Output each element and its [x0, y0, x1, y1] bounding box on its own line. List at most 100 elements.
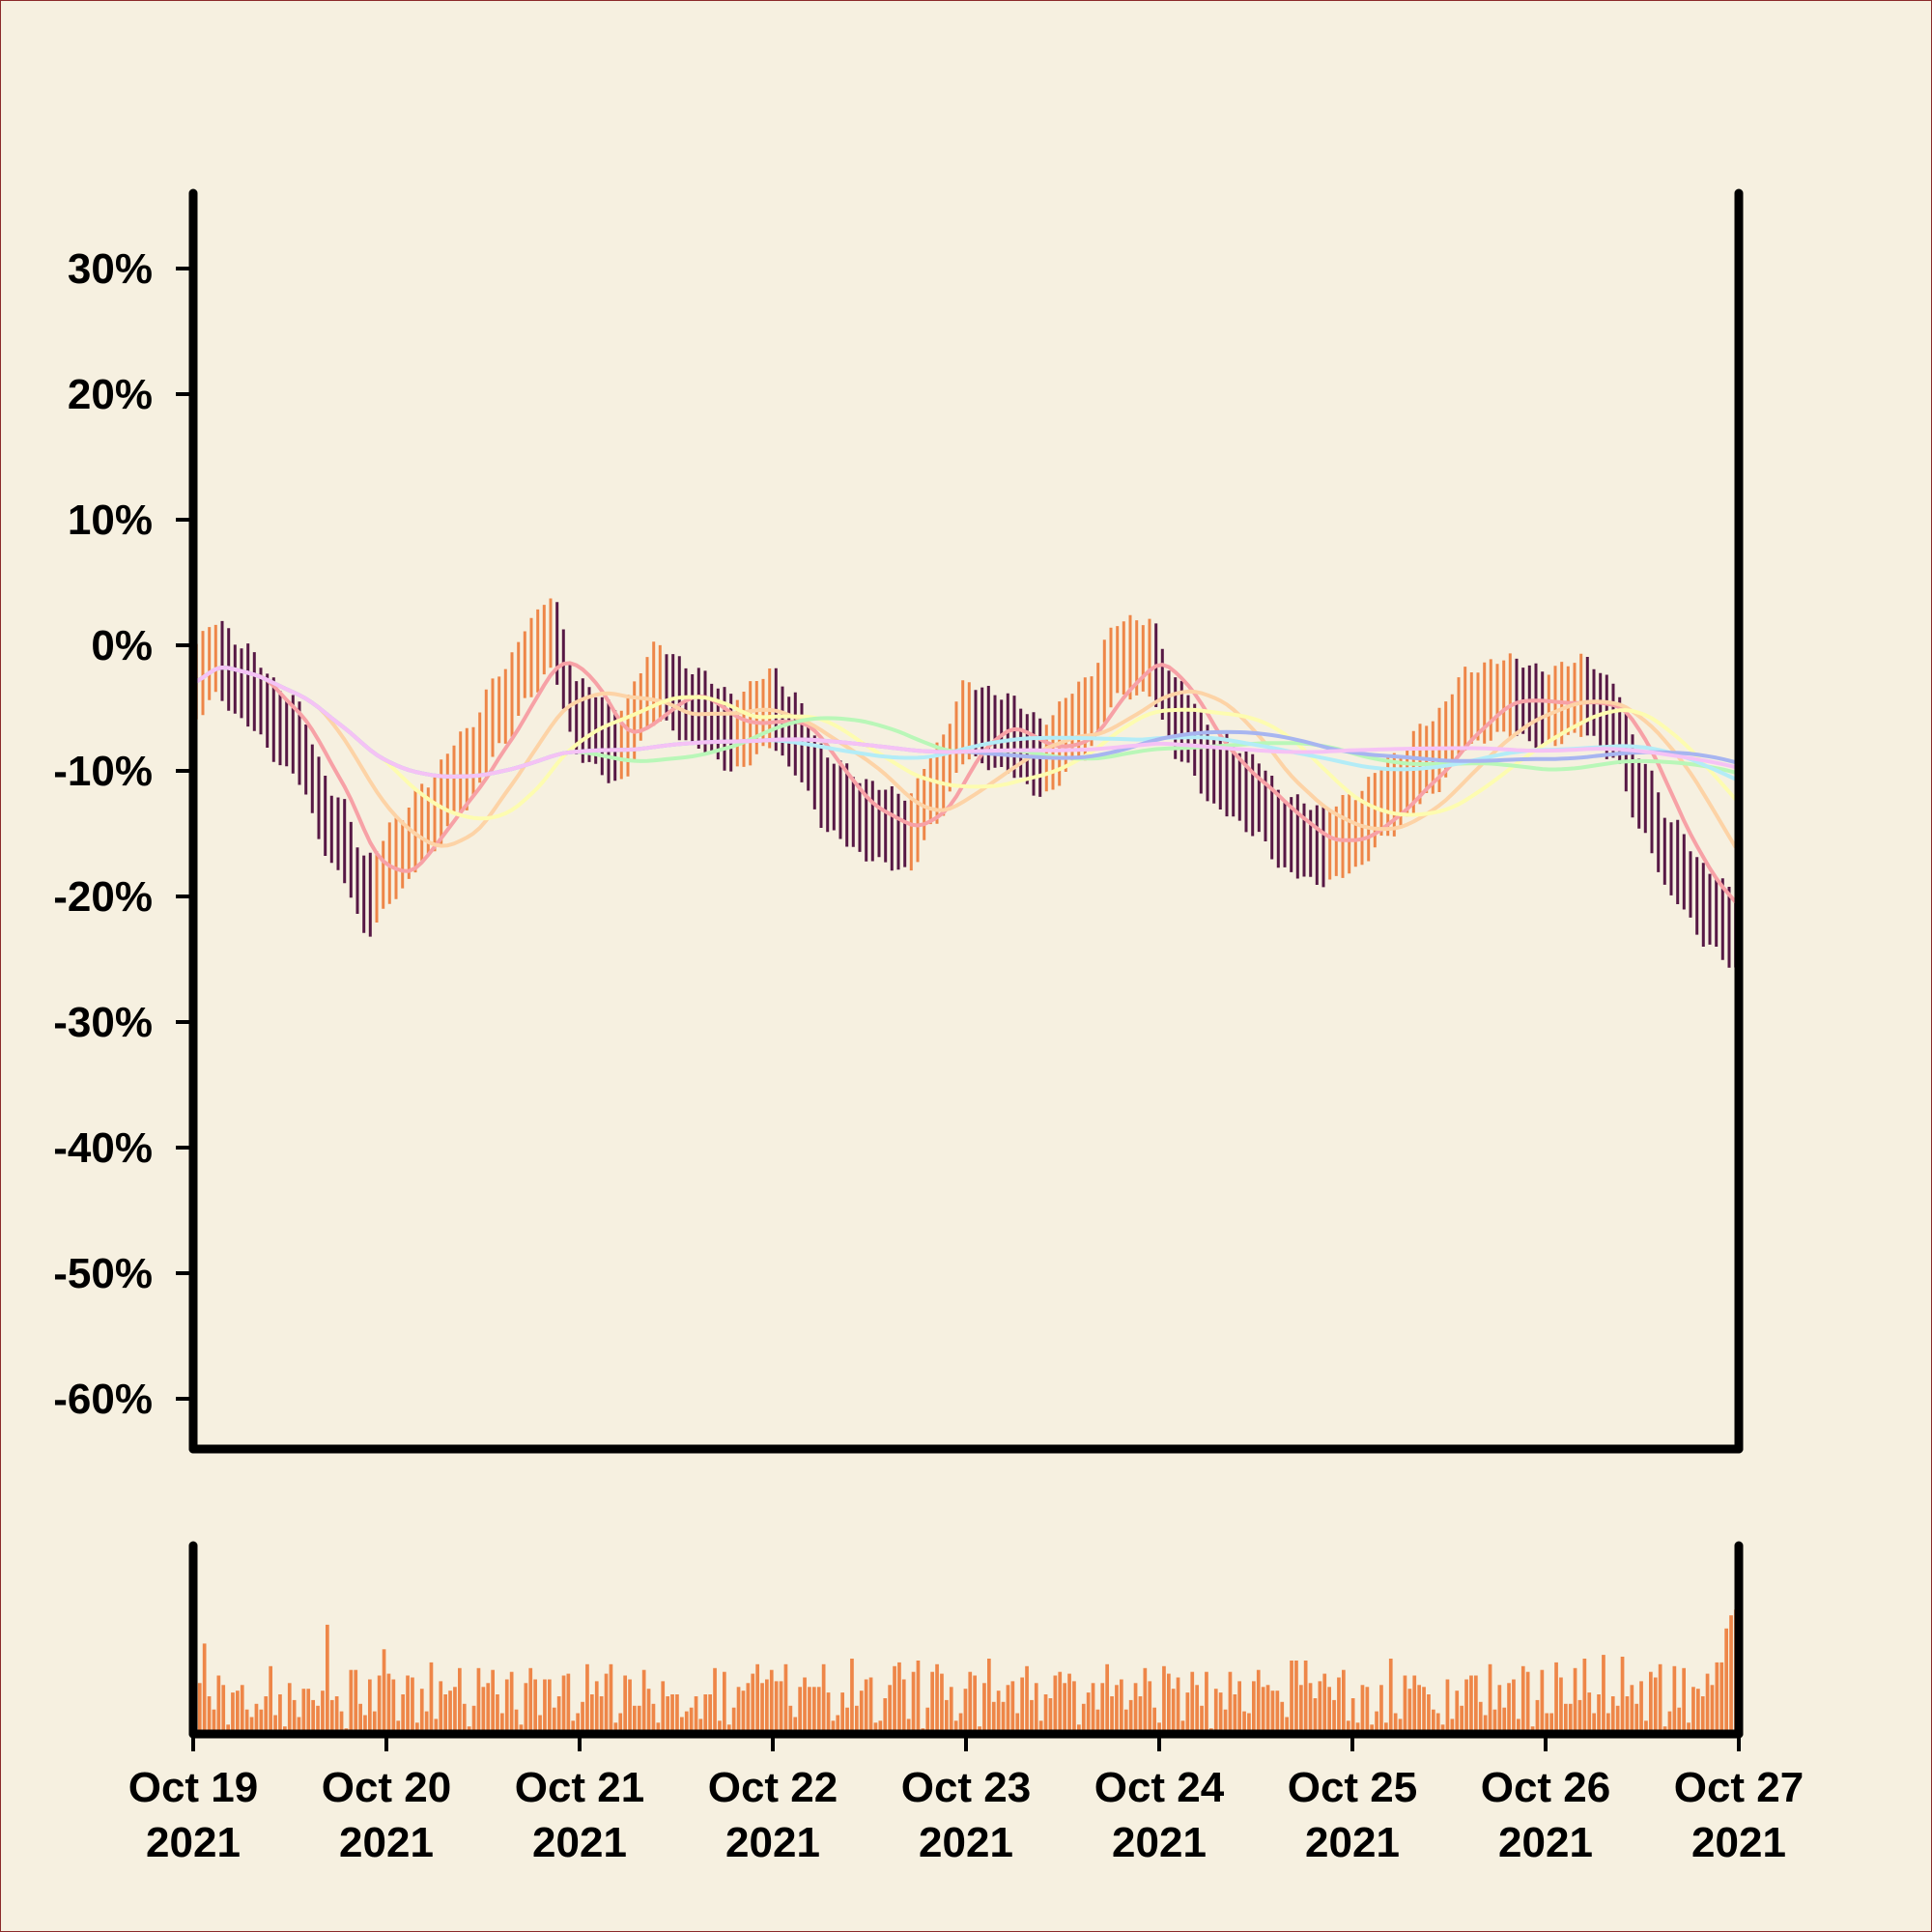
volume-bar	[1469, 1675, 1473, 1734]
volume-bar	[1342, 1669, 1346, 1734]
volume-bar	[1634, 1703, 1639, 1734]
volume-bar	[675, 1694, 679, 1734]
volume-bar	[1540, 1669, 1545, 1734]
volume-bar	[1148, 1681, 1152, 1734]
volume-bar	[940, 1673, 944, 1734]
volume-bar	[1265, 1685, 1270, 1734]
volume-bar	[703, 1694, 708, 1734]
volume-bar	[424, 1711, 429, 1734]
volume-bar	[382, 1649, 386, 1735]
volume-bar	[1294, 1661, 1298, 1734]
volume-bar	[718, 1720, 722, 1734]
volume-bar	[1525, 1671, 1530, 1735]
volume-bar	[1398, 1719, 1403, 1734]
volume-bar	[1435, 1713, 1440, 1734]
volume-bar	[1710, 1685, 1715, 1734]
volume-bar	[1237, 1681, 1241, 1734]
x-tick-label-year: 2021	[146, 1819, 241, 1866]
volume-bar	[458, 1667, 462, 1735]
volume-bar	[287, 1683, 292, 1734]
volume-bar	[226, 1724, 230, 1735]
volume-bar	[1020, 1677, 1024, 1734]
volume-bar	[500, 1713, 504, 1734]
volume-bar	[1427, 1694, 1431, 1734]
volume-bar	[273, 1715, 277, 1734]
volume-bar	[354, 1669, 358, 1734]
volume-bar	[1010, 1681, 1015, 1734]
volume-bar	[349, 1669, 354, 1734]
volume-bar	[656, 1722, 661, 1734]
volume-bar	[1440, 1724, 1445, 1735]
volume-bar	[1535, 1699, 1540, 1734]
volume-bar	[816, 1687, 821, 1735]
volume-bar	[845, 1707, 849, 1734]
volume-bar	[471, 1705, 476, 1735]
volume-bar	[1233, 1694, 1237, 1734]
volume-bar	[1520, 1665, 1525, 1734]
volume-bar	[1464, 1679, 1468, 1734]
volume-bar	[987, 1659, 991, 1734]
volume-bar	[548, 1679, 552, 1734]
volume-bar	[1337, 1677, 1341, 1734]
x-tick-label-year: 2021	[1305, 1819, 1400, 1866]
volume-bar	[1455, 1690, 1460, 1735]
volume-bar	[873, 1722, 878, 1734]
volume-bar	[1691, 1687, 1695, 1735]
volume-bar	[321, 1690, 325, 1735]
volume-bar	[1649, 1671, 1653, 1735]
volume-bar	[514, 1709, 519, 1735]
volume-bar	[1086, 1692, 1091, 1734]
volume-bar	[798, 1687, 802, 1735]
volume-bar	[953, 1720, 958, 1734]
y-tick-label: 0%	[91, 622, 153, 669]
volume-bar	[453, 1687, 457, 1735]
volume-bar	[911, 1671, 916, 1735]
volume-bar	[1582, 1659, 1587, 1734]
volume-bar	[1285, 1717, 1289, 1735]
x-tick-label-date: Oct 27	[1674, 1764, 1804, 1811]
volume-bar	[925, 1707, 930, 1734]
volume-bar	[1162, 1665, 1166, 1734]
volume-bar	[878, 1720, 883, 1734]
y-tick-label: -50%	[53, 1250, 153, 1297]
volume-bar	[509, 1671, 514, 1735]
volume-bar	[1639, 1681, 1643, 1734]
volume-bar	[1034, 1683, 1038, 1734]
volume-bar	[221, 1685, 226, 1734]
volume-bar	[893, 1665, 896, 1734]
volume-bar	[1407, 1689, 1412, 1734]
volume-bar	[883, 1698, 888, 1734]
x-tick-label-year: 2021	[725, 1819, 820, 1866]
volume-bar	[264, 1696, 269, 1734]
volume-bar	[585, 1663, 589, 1734]
volume-bar	[434, 1719, 439, 1734]
volume-bar	[708, 1694, 712, 1734]
volume-bar	[888, 1685, 892, 1734]
volume-bar	[1606, 1713, 1610, 1734]
volume-bar	[1568, 1703, 1573, 1734]
volume-bar	[1677, 1707, 1682, 1734]
volume-bar	[236, 1690, 240, 1735]
volume-bar	[991, 1701, 996, 1734]
volume-bar	[1077, 1724, 1081, 1735]
volume-bar	[793, 1717, 798, 1735]
volume-bar	[723, 1671, 726, 1735]
volume-bar	[576, 1713, 580, 1734]
volume-bar	[684, 1711, 689, 1734]
volume-bar	[240, 1685, 244, 1734]
volume-bar	[1460, 1705, 1463, 1735]
x-tick-label-year: 2021	[1498, 1819, 1593, 1866]
volume-bar	[788, 1705, 793, 1735]
volume-bar	[377, 1675, 382, 1734]
volume-bar	[363, 1715, 367, 1734]
volume-bar	[1205, 1671, 1208, 1735]
volume-bar	[1370, 1724, 1374, 1735]
volume-bar	[996, 1690, 1001, 1735]
volume-bar	[1667, 1711, 1672, 1734]
moving-average-lines	[195, 661, 1738, 904]
volume-bar	[1015, 1713, 1020, 1734]
volume-bar	[439, 1681, 443, 1734]
volume-bar	[646, 1689, 651, 1734]
volume-bar	[963, 1689, 968, 1734]
